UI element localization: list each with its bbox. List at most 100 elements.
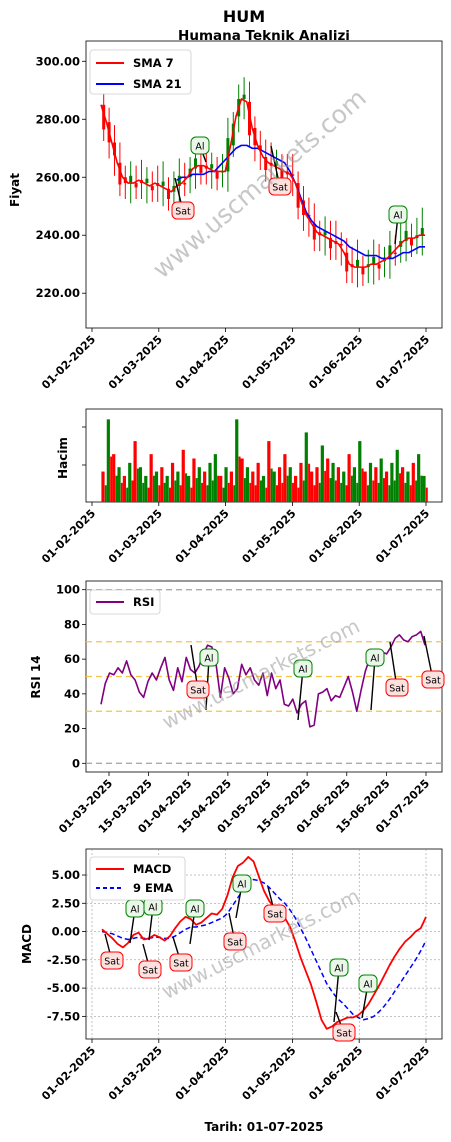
sma7-line: [100, 98, 425, 268]
price-xtick-label: 01-05-2025: [240, 333, 299, 392]
macd-xtick-label: 01-06-2025: [306, 1044, 365, 1103]
volume-bar: [315, 467, 319, 502]
candle-body: [210, 164, 214, 169]
price-ylabel: Fiyat: [8, 173, 22, 207]
volume-bar: [192, 458, 196, 502]
volume-bar: [142, 482, 145, 502]
rsi-ytick-label: 60: [64, 652, 80, 666]
candle-body: [242, 94, 246, 99]
volume-bar: [377, 482, 380, 502]
volume-bar: [149, 454, 153, 502]
rsi-signal-buy-1-text: Al: [204, 654, 213, 665]
volume-bar: [294, 475, 298, 502]
volume-bar: [115, 475, 118, 502]
volume-bar: [372, 480, 375, 502]
volume-xtick-label: 01-05-2025: [240, 507, 299, 566]
volume-panel: 01-02-2025 01-03-2025 01-04-2025 01-05-2025…: [39, 408, 443, 566]
volume-bar: [245, 467, 250, 502]
volume-bar: [283, 454, 287, 502]
volume-bar: [277, 467, 282, 502]
price-panel: 01-02-2025 01-03-2025 01-04-2025 01-05-2025…: [8, 40, 443, 392]
rsi-ytick-label: 40: [64, 687, 80, 701]
price-ytick-label: 220.00: [36, 286, 80, 300]
volume-bar: [345, 485, 348, 502]
volume-bar: [158, 485, 161, 502]
macd-xtick-label: 01-03-2025: [106, 1044, 165, 1103]
candle-body: [258, 145, 262, 150]
volume-bar: [126, 487, 129, 502]
candle-body: [167, 188, 170, 199]
macd-legend: MACD 9 EMA: [89, 856, 186, 901]
price-xtick-label: 01-03-2025: [106, 333, 165, 392]
volume-xtick-label: 01-06-2025: [306, 507, 365, 566]
volume-bar: [213, 454, 217, 502]
volume-bar: [422, 475, 426, 502]
macd-line: [101, 856, 427, 1030]
volume-bar: [276, 485, 278, 502]
candle-body: [129, 175, 133, 184]
volume-bar: [361, 468, 364, 502]
rsi-signal-sell-1-box: [186, 680, 210, 699]
price-xtick-label: 01-06-2025: [306, 333, 365, 392]
volume-bar: [261, 475, 266, 502]
volume-bar: [240, 458, 244, 502]
candle-body: [410, 238, 413, 246]
candle-body: [372, 256, 376, 265]
macd-ylabel: MACD: [20, 924, 34, 964]
macd-ytick-label: 5.00: [52, 868, 80, 882]
rsi-signal-sell-2-box: [385, 678, 409, 697]
rsi-legend: RSI: [89, 589, 161, 615]
price-ytick-label: 300.00: [36, 54, 80, 68]
candle-body: [291, 174, 295, 176]
candle-body: [194, 158, 197, 169]
volume-bar: [297, 487, 300, 502]
price-signal-sell-2-box: [268, 177, 292, 196]
volume-bar: [229, 471, 233, 502]
volume-bar: [265, 487, 268, 502]
candle-body: [102, 104, 106, 130]
candle-body: [199, 165, 203, 173]
volume-bar: [233, 485, 236, 502]
legend-macd-label: MACD: [133, 862, 171, 876]
macd-signal-sell-4-text: Sat: [227, 938, 243, 949]
price-ytick-label: 260.00: [36, 170, 80, 184]
volume-bar: [249, 482, 252, 502]
rsi-signal-buy-2-text: Al: [298, 665, 307, 676]
macd-legend-box: [89, 856, 186, 901]
macd-signal-buy-4-text: Al: [237, 880, 246, 891]
volume-bar: [217, 475, 220, 502]
candle-body: [339, 243, 343, 246]
volume-bar: [144, 475, 148, 502]
volume-bar: [388, 485, 391, 502]
volume-bar: [160, 467, 164, 502]
volume-bar: [120, 482, 123, 502]
candle-body: [356, 259, 359, 268]
macd-signal-sell-3-box: [169, 953, 193, 972]
volume-bar: [185, 473, 188, 502]
volume-bar: [350, 475, 353, 502]
volume-bar: [197, 467, 201, 502]
macd-signal-sell-4-box: [223, 932, 247, 951]
volume-bar: [308, 463, 311, 502]
volume-bar: [272, 471, 276, 502]
rsi-signal-sell-2-text: Sat: [389, 684, 405, 695]
rsi-ylabel: RSI 14: [29, 655, 43, 698]
volume-ylabel: Hacim: [56, 437, 70, 479]
volume-bar: [254, 485, 257, 502]
volume-bar: [302, 480, 305, 502]
macd-signal-buy-6-text: Al: [363, 980, 372, 991]
candle-body: [323, 230, 327, 236]
macd-signal-buy-1-text: Al: [130, 905, 139, 916]
price-ytick-label: 240.00: [36, 228, 80, 242]
volume-bar: [154, 471, 159, 502]
candle-body: [296, 183, 300, 208]
candle-body: [361, 267, 365, 275]
volume-bar: [340, 482, 343, 502]
macd-signal-buy-5-text: Al: [334, 964, 343, 975]
rsi-signal-buy-2-box: [293, 659, 313, 678]
chart-subtitle: Humana Teknik Analizi: [178, 28, 350, 44]
volume-bar: [251, 471, 255, 502]
volume-bar: [136, 468, 139, 502]
candle-body: [393, 252, 397, 255]
